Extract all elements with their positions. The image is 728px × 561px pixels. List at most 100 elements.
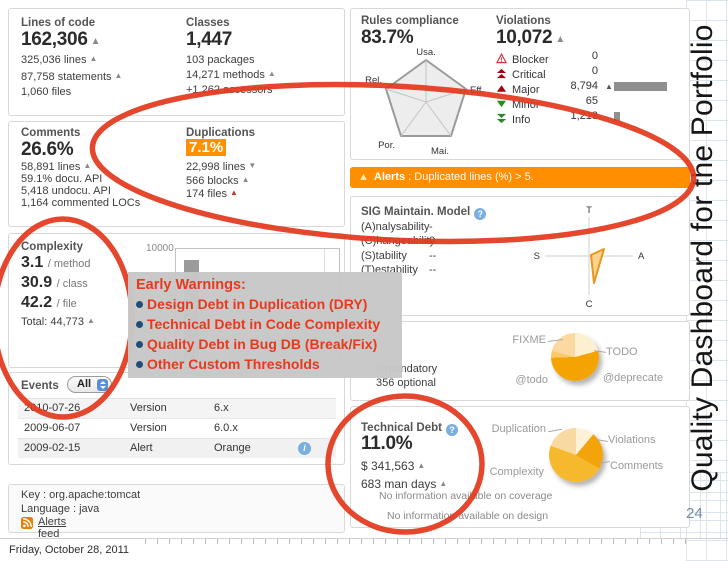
events-filter-value: All <box>77 378 92 390</box>
trend-up-icon <box>89 54 97 63</box>
comments-docu-api: 59.1% docu. API <box>21 173 103 185</box>
severity-row-critical: Critical 0 <box>496 65 598 81</box>
ncloc-files: 1,060 files <box>21 86 72 98</box>
sig-analysability-label: (A)nalysability <box>361 221 430 233</box>
comments-title: Comments <box>21 127 81 139</box>
warning-bullet-item: Quality Debt in Bug DB (Break/Fix) <box>136 334 402 354</box>
radar-label-reliability: Rel. <box>365 75 382 86</box>
comments-undocu-api: 5,418 undocu. API <box>21 185 111 197</box>
event-date: 2009-06-07 <box>24 422 81 434</box>
sig-testability-value: -- <box>429 264 437 276</box>
complexity-title: Complexity <box>21 241 83 253</box>
event-name: 6.x <box>214 402 229 414</box>
duplications-lines: 22,998 lines <box>186 161 246 173</box>
major-count[interactable]: 8,794 <box>570 80 598 92</box>
sig-model-title: SIG Maintain. Model <box>361 206 471 218</box>
dropdown-stepper-icon <box>97 379 109 391</box>
events-filter-dropdown[interactable]: All <box>67 376 113 393</box>
major-icon <box>496 85 507 92</box>
events-title: Events <box>21 380 59 392</box>
warning-bullet-item: Technical Debt in Code Complexity <box>136 314 402 334</box>
critical-icon <box>496 68 507 79</box>
rss-icon <box>21 517 33 529</box>
technical-debt-cost: $ 341,563 <box>361 459 415 473</box>
event-name: Orange <box>214 442 251 454</box>
warning-triangle-icon: ▲ <box>358 171 369 183</box>
trend-up-icon <box>417 461 425 470</box>
no-design-note: No information available on design <box>387 510 549 522</box>
trend-up-icon <box>605 82 613 91</box>
panel-tags: 0 mandatory 356 optional <box>350 321 690 401</box>
event-row[interactable]: 2009-06-07 Version 6.0.x <box>18 418 336 438</box>
panel-events: Events All 2010-07-26 Version 6.x 2009-0… <box>8 372 345 465</box>
event-type: Alert <box>130 442 153 454</box>
minor-count[interactable]: 65 <box>585 95 598 107</box>
info-count[interactable]: 1,213 <box>570 110 598 122</box>
duplications-blocks: 566 blocks <box>186 175 239 187</box>
major-count-bar <box>614 82 667 91</box>
sig-analysability-value: - <box>429 221 433 233</box>
info-severity-icon <box>496 113 507 124</box>
violations-title: Violations <box>496 15 551 27</box>
early-warnings-heading: Early Warnings: <box>136 277 246 293</box>
radar-label-maintainability: Mai. <box>431 146 449 157</box>
alerts-banner: ▲ Alerts : Duplicated lines (%) > 5. <box>350 167 690 188</box>
trend-up-icon <box>91 36 101 47</box>
sig-stability-value: -- <box>429 250 437 262</box>
radar-label-portability: Por. <box>378 140 395 151</box>
bullet-dot-icon <box>136 320 143 328</box>
slide-vertical-title: Quality Dashboard for the Portfolio <box>686 24 719 492</box>
trend-up-red-icon <box>230 188 238 197</box>
project-key: Key : org.apache:tomcat <box>21 489 141 501</box>
violations-value: 10,072 <box>496 27 553 48</box>
alerts-feed-link[interactable]: Alerts feed <box>38 516 67 540</box>
help-icon[interactable] <box>445 424 458 436</box>
ncloc-lines: 325,036 lines <box>21 54 87 66</box>
classes-packages: 103 packages <box>186 54 255 66</box>
radar-label-usability: Usa. <box>416 47 436 58</box>
panel-rules-violations: Rules compliance 83.7% Usa. Rel. Eff. Po… <box>350 8 690 160</box>
bullet-dot-icon <box>136 300 143 308</box>
trend-up-icon <box>555 34 565 45</box>
rules-compliance-radar-chart: Usa. Rel. Eff. Por. Mai. <box>365 47 484 157</box>
pie-label-violations: Violations <box>608 434 656 446</box>
lines-of-code-value: 162,306 <box>21 29 88 50</box>
sig-changeability-value: 0 <box>429 235 436 247</box>
sig-stability-label: (S)tability <box>361 250 407 262</box>
event-row[interactable]: 2010-07-26 Version 6.x <box>18 398 336 418</box>
pie-label-comments: Comments <box>610 460 664 472</box>
warning-bullet-item: Other Custom Thresholds <box>136 354 402 374</box>
blocker-count[interactable]: 0 <box>591 50 598 62</box>
event-type: Version <box>130 402 167 414</box>
severity-row-info: Info 1,213 <box>496 110 620 126</box>
complexity-per-class-unit: / class <box>56 278 88 290</box>
footer-ruler-ticks <box>145 539 690 544</box>
help-icon[interactable] <box>474 208 487 220</box>
technical-debt-value: 11.0% <box>361 433 413 454</box>
early-warnings-overlay: Early Warnings: Design Debt in Duplicati… <box>128 272 402 378</box>
blocker-icon <box>496 53 507 64</box>
classes-value: 1,447 <box>186 29 233 50</box>
lines-of-code-title: Lines of code <box>21 17 96 29</box>
duplications-value: 7.1% <box>186 139 227 156</box>
complexity-per-file: 42.2 <box>21 294 53 311</box>
alerts-banner-label: Alerts <box>373 171 406 183</box>
comments-lines: 58,891 lines <box>21 161 81 173</box>
trend-up-icon <box>87 316 95 325</box>
event-date: 2009-02-15 <box>24 442 81 454</box>
trend-up-icon <box>83 161 91 170</box>
technical-debt-effort: 683 man days <box>361 477 437 491</box>
critical-count[interactable]: 0 <box>591 65 598 77</box>
complexity-per-file-unit: / file <box>56 298 77 310</box>
info-count-bar <box>614 112 620 121</box>
rules-compliance-title: Rules compliance <box>361 15 459 27</box>
duplications-title: Duplications <box>186 127 256 139</box>
event-row[interactable]: 2009-02-15 Alert Orange <box>18 438 336 458</box>
info-icon[interactable] <box>298 442 311 455</box>
pie-label-deprecate: @deprecate <box>603 372 664 384</box>
severity-row-minor: Minor 65 <box>496 95 598 111</box>
complexity-total: Total: 44,773 <box>21 316 84 328</box>
event-name: 6.0.x <box>214 422 238 434</box>
warning-bullet-item: Design Debt in Duplication (DRY) <box>136 294 402 314</box>
